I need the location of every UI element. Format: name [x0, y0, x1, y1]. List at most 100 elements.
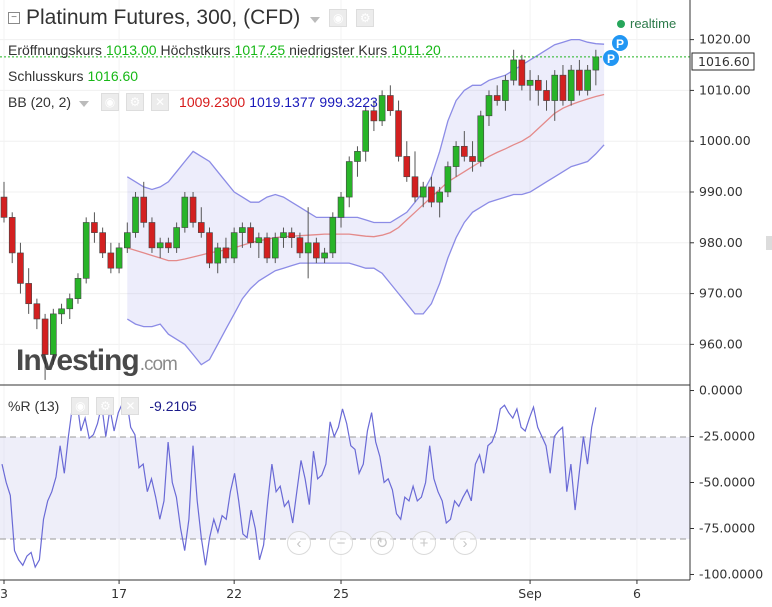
close-icon[interactable]: ✕ — [121, 397, 140, 415]
candle — [8, 212, 16, 264]
reset-button[interactable]: ↻ — [370, 531, 394, 555]
candle — [41, 313, 49, 380]
bb-upper-value: 1019.1377 — [249, 94, 316, 110]
candle-body — [403, 156, 411, 178]
candle-body — [189, 196, 197, 223]
candle — [288, 227, 296, 248]
chevron-down-icon[interactable] — [310, 16, 321, 23]
candle-body — [362, 110, 369, 152]
candle — [411, 151, 419, 203]
scrollbar-handle[interactable] — [766, 236, 772, 250]
candle-body — [280, 232, 287, 239]
candle — [551, 70, 559, 121]
candle-body — [584, 69, 591, 91]
candle-body — [518, 59, 526, 86]
candle — [337, 191, 345, 228]
candle — [124, 222, 131, 253]
event-markers[interactable]: P P — [603, 35, 628, 66]
bollinger-band-fill — [127, 39, 605, 365]
time-tick-label: Sep — [518, 586, 542, 601]
candle — [378, 90, 386, 126]
candle — [313, 237, 320, 264]
candle-body — [271, 237, 279, 259]
overbought-oversold-band — [0, 437, 690, 539]
candle-body — [469, 156, 476, 162]
candle-body — [0, 196, 8, 218]
candle — [534, 75, 542, 106]
price-axis[interactable]: 1020.00 1010.00 1000.00 990.00 980.00 970.00 9… — [690, 32, 751, 352]
candle-body — [41, 318, 49, 355]
close-label: Schlusskurs — [8, 68, 84, 84]
close-icon[interactable]: ✕ — [151, 93, 170, 111]
candle — [502, 75, 509, 111]
wr-tick-label: -50.0000 — [699, 475, 755, 490]
candle — [304, 207, 312, 279]
candle-body — [345, 161, 353, 198]
eye-icon[interactable]: ◉ — [329, 9, 348, 27]
candle — [345, 156, 353, 208]
candle — [74, 273, 82, 304]
price-tick-label: 960.00 — [699, 336, 743, 351]
candle-body — [313, 242, 320, 259]
candle-body — [8, 217, 16, 254]
candle-body — [66, 298, 74, 310]
time-tick-label: 6 — [633, 586, 641, 601]
candle — [0, 181, 8, 223]
chevron-down-icon[interactable] — [79, 100, 90, 107]
event-marker-icon — [612, 35, 628, 51]
candle — [280, 227, 287, 248]
wr-tick-label: -100.0000 — [699, 566, 763, 581]
gear-icon[interactable]: ⚙ — [96, 397, 115, 415]
candle — [576, 59, 583, 96]
candle-body — [17, 252, 24, 284]
candle-body — [395, 110, 402, 157]
zoom-in-button[interactable]: + — [412, 531, 436, 555]
candle-body — [165, 242, 172, 249]
candle-body — [173, 227, 180, 249]
candle — [477, 110, 485, 167]
gear-icon[interactable]: ⚙ — [356, 9, 375, 27]
wr-label: %R (13) — [8, 398, 60, 414]
candle — [197, 207, 205, 238]
instrument-title: Platinum Futures, 300, (CFD) — [26, 6, 301, 29]
candle-body — [510, 59, 517, 81]
eye-icon[interactable]: ◉ — [101, 93, 120, 111]
candle-body — [148, 222, 156, 249]
candle-body — [33, 303, 41, 320]
open-label: Eröffnungskurs — [8, 42, 102, 58]
candle — [362, 105, 369, 162]
candle — [107, 242, 115, 274]
candle — [485, 90, 493, 126]
scroll-left-button[interactable]: ‹ — [287, 531, 311, 555]
bb-legend: BB (20, 2) ◉ ⚙ ✕ 1009.2300 1019.1377 999… — [8, 93, 378, 111]
eye-icon[interactable]: ◉ — [71, 397, 90, 415]
realtime-label: realtime — [630, 16, 677, 31]
candle-body — [296, 237, 304, 254]
close-value: 1016.60 — [87, 68, 139, 84]
time-tick-label: 22 — [226, 586, 242, 601]
candle — [156, 237, 164, 259]
candle — [140, 181, 148, 228]
gear-icon[interactable]: ⚙ — [126, 93, 145, 111]
candle — [296, 232, 304, 259]
candle — [66, 293, 74, 319]
scroll-right-button[interactable]: › — [453, 531, 477, 555]
candle-body — [576, 69, 583, 91]
time-tick-label: 3 — [0, 586, 8, 601]
candle-body — [411, 176, 419, 198]
zoom-out-button[interactable]: − — [329, 531, 353, 555]
candle-body — [140, 196, 148, 223]
candle-body — [181, 196, 189, 228]
candle-body — [321, 252, 328, 259]
candle-body — [543, 90, 550, 101]
candle-body — [387, 95, 394, 112]
collapse-icon[interactable]: − — [8, 12, 20, 24]
wr-tick-label: -25.0000 — [699, 429, 755, 444]
wr-axis[interactable]: 0.0000 -25.0000 -50.0000 -75.0000 -100.0000 — [690, 383, 763, 582]
candle — [115, 242, 123, 274]
candle — [206, 227, 213, 269]
time-axis[interactable]: 3 17 22 25 Sep 6 — [0, 580, 641, 601]
event-marker-label: P — [616, 37, 624, 51]
candle — [461, 131, 468, 162]
